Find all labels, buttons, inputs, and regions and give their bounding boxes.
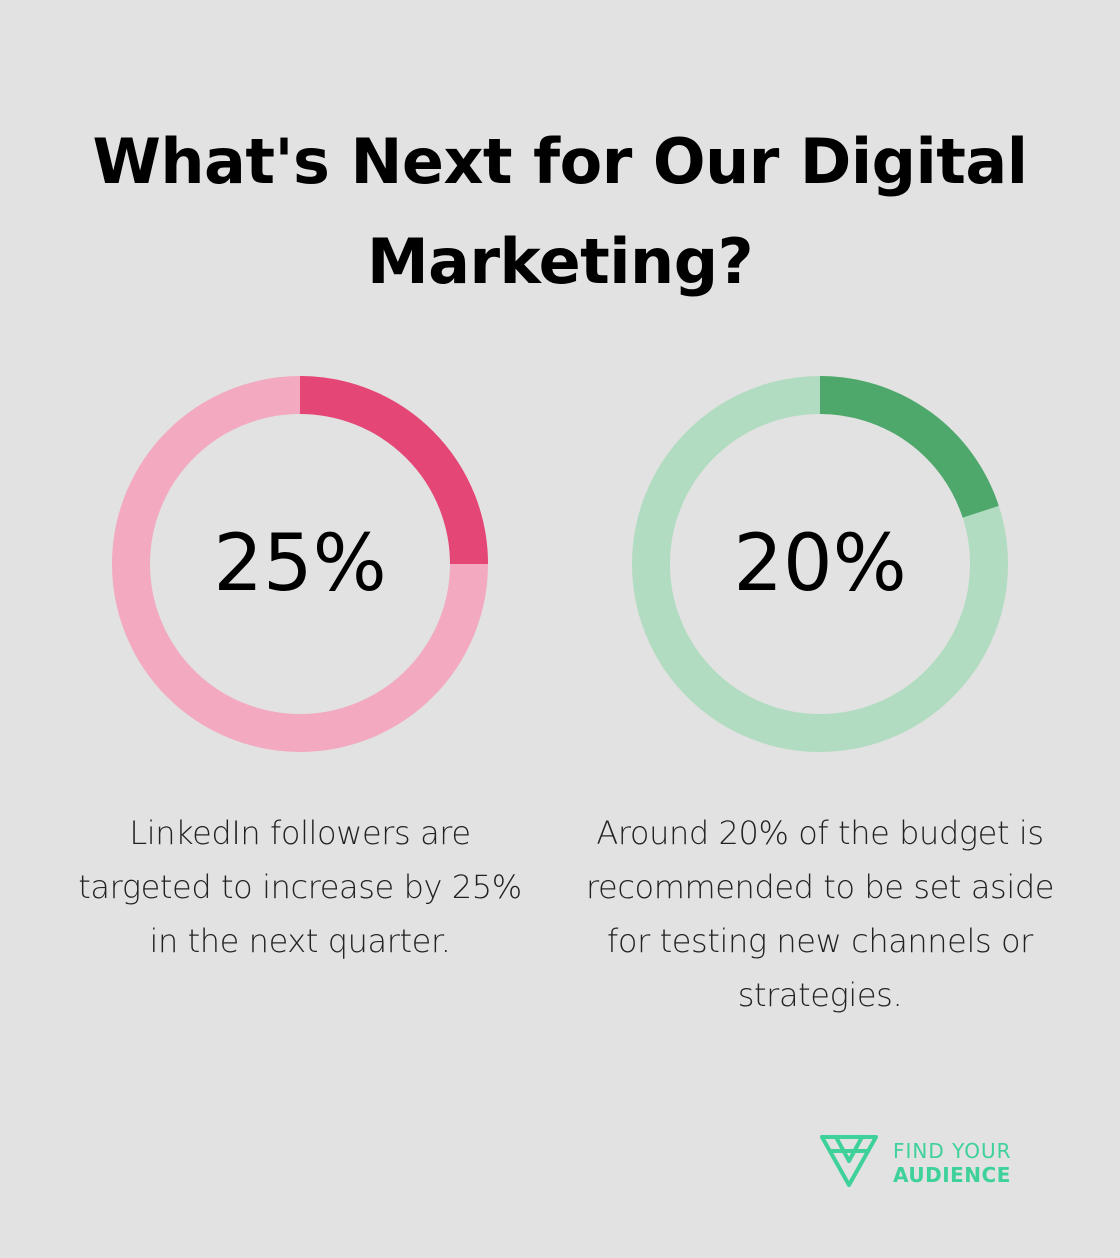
donut-highlight-segment [299, 376, 488, 565]
logo-line-2: AUDIENCE [893, 1163, 1011, 1187]
logo-wordmark: FIND YOUR AUDIENCE [893, 1139, 1012, 1187]
donut-highlight-segment [819, 376, 999, 519]
logo-line-1: FIND YOUR [893, 1139, 1012, 1163]
donut-card-budget: 20% Around 20% of the budget is recommen… [586, 370, 1054, 1022]
donut-description: Around 20% of the budget is recommended … [585, 814, 1055, 1014]
donut-chart-budget: 20% [632, 376, 1008, 752]
donut-card-linkedin: 25% LinkedIn followers are targeted to i… [78, 370, 522, 968]
triangle-logo-icon [820, 1135, 878, 1187]
donut-chart-linkedin: 25% [112, 376, 488, 752]
donut-value-label: 25% [213, 519, 386, 609]
brand-logo: FIND YOUR AUDIENCE [818, 1133, 1038, 1189]
page-title: What's Next for Our Digital Marketing? [92, 125, 1028, 298]
donut-value-label: 20% [733, 519, 906, 609]
donut-description: LinkedIn followers are targeted to incre… [78, 814, 522, 960]
